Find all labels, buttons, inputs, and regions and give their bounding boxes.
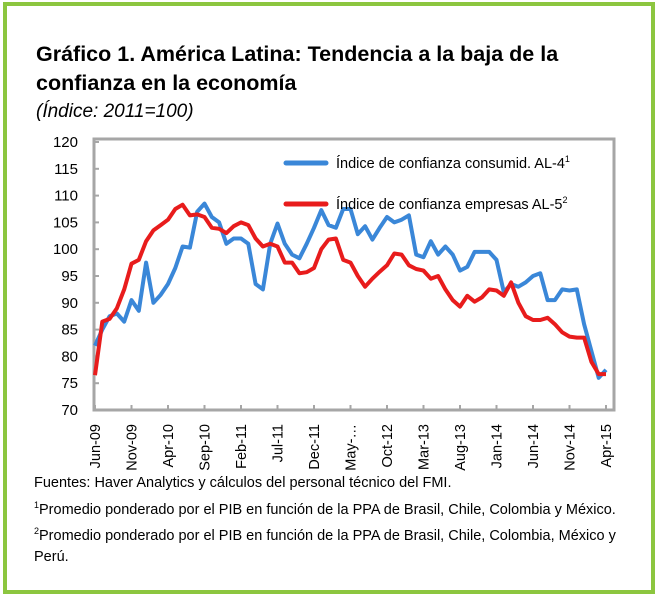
- x-tick-label: Aug-13: [453, 424, 469, 471]
- chart-subtitle: (Índice: 2011=100): [36, 101, 194, 122]
- x-tick-label: Jul-11: [271, 424, 287, 462]
- x-tick-label: Jan-14: [490, 424, 506, 468]
- x-tick-label: Feb-11: [234, 424, 250, 469]
- footnote-2: 2Promedio ponderado por el PIB en funció…: [34, 521, 634, 569]
- x-tick-label: May-…: [344, 424, 360, 471]
- footnotes: Fuentes: Haver Analytics y cálculos del …: [34, 473, 634, 569]
- x-tick-label: Mar-13: [417, 424, 433, 470]
- x-tick-label: Apr-15: [599, 424, 615, 468]
- y-tick-label: 85: [61, 322, 78, 339]
- x-tick-label: Nov-14: [563, 424, 579, 471]
- y-tick-label: 105: [53, 214, 78, 231]
- y-tick-label: 110: [54, 188, 78, 205]
- footnote-2-mark: 2: [34, 525, 40, 536]
- y-tick-label: 90: [61, 295, 78, 312]
- y-tick-label: 100: [53, 241, 78, 258]
- footnote-1-mark: 1: [34, 499, 40, 510]
- x-tick-label: Dec-11: [307, 424, 323, 470]
- y-tick-label: 95: [61, 268, 78, 285]
- x-tick-label: Sep-10: [198, 424, 214, 471]
- source-note: Fuentes: Haver Analytics y cálculos del …: [34, 475, 452, 491]
- y-tick-label: 120: [53, 134, 78, 151]
- x-tick-label: Nov-09: [125, 424, 141, 471]
- footnote-2-text: Promedio ponderado por el PIB en función…: [34, 527, 616, 566]
- chart-title: Gráfico 1. América Latina: Tendencia a l…: [36, 42, 559, 95]
- plot-frame: [92, 137, 616, 412]
- legend-label: Índice de confianza empresas AL-52: [336, 195, 568, 213]
- x-tick-label: Apr-10: [161, 424, 177, 468]
- footnote-1: 1Promedio ponderado por el PIB en funció…: [34, 495, 634, 521]
- series-line-consumer-confidence: [93, 201, 608, 380]
- y-tick-label: 115: [54, 161, 78, 178]
- x-tick-label: Jun-09: [88, 424, 104, 468]
- y-tick-label: 75: [61, 375, 78, 392]
- y-tick-label: 70: [61, 402, 78, 419]
- x-tick-label: Jun-14: [526, 424, 542, 468]
- footnote-1-text: Promedio ponderado por el PIB en función…: [39, 501, 616, 518]
- legend-label: Índice de confianza consumid. AL-41: [336, 154, 570, 172]
- x-tick-label: Oct-12: [380, 424, 396, 468]
- y-tick-label: 80: [61, 348, 78, 365]
- figure-border: [3, 2, 655, 594]
- series-line-business-confidence: [93, 202, 606, 377]
